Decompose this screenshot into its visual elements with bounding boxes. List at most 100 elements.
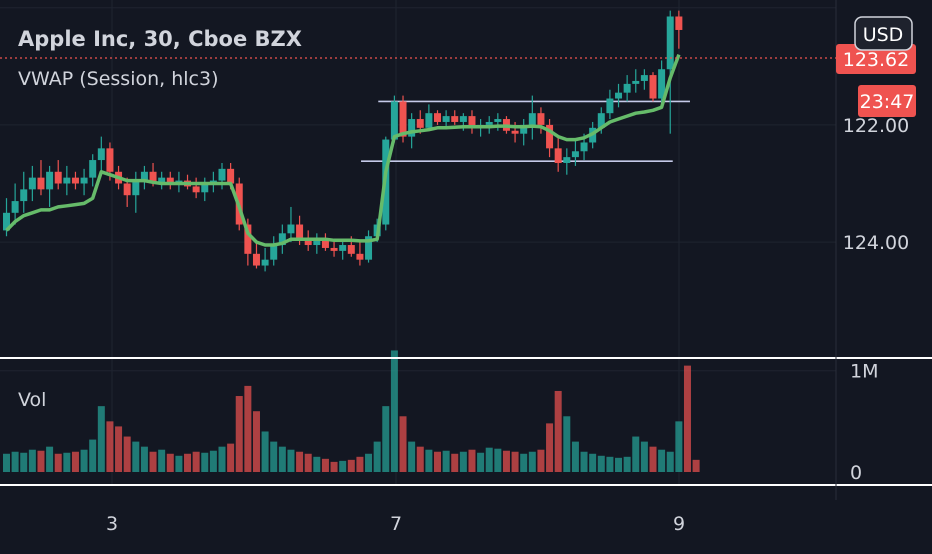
candle-body-0: [3, 212, 10, 231]
candle-61: [528, 95, 536, 140]
candle-38: [330, 239, 338, 257]
candle-body-4: [37, 177, 45, 190]
volume-bar-79: [683, 365, 691, 472]
volume-bar-66: [571, 441, 579, 472]
volume-bar-41: [356, 456, 364, 472]
volume-bar-67: [580, 451, 588, 472]
volume-bar-24: [209, 450, 217, 472]
candle-body-77: [666, 16, 674, 70]
candle-body-10: [89, 160, 97, 178]
price-badge-text: 123.62: [843, 49, 909, 71]
volume-bar-57: [494, 448, 502, 472]
volume-bar-35: [304, 453, 312, 472]
candle-19: [166, 171, 174, 190]
candle-76: [658, 60, 666, 108]
vwap-polyline: [5, 53, 681, 247]
candle-body-19: [166, 177, 174, 184]
candle-body-15: [132, 180, 140, 196]
candle-body-76: [658, 69, 666, 99]
volume-bar-10: [89, 439, 97, 472]
price-axis[interactable]: 122.00 124.00: [843, 115, 909, 254]
volume-axis[interactable]: 1M 0: [850, 361, 878, 484]
candle-22: [192, 177, 200, 199]
volume-bar-4: [37, 450, 45, 472]
volume-bar-9: [80, 449, 88, 472]
candle-25: [218, 162, 226, 190]
volume-bar-73: [632, 436, 640, 472]
candle-63: [546, 119, 554, 158]
volume-bar-68: [589, 453, 597, 472]
volume-bar-30: [261, 431, 269, 472]
indicator-label[interactable]: VWAP (Session, hlc3): [18, 68, 219, 90]
candle-36: [313, 233, 321, 254]
candle-body-46: [399, 101, 407, 137]
volume-bar-34: [296, 451, 304, 472]
currency-button-label[interactable]: USD: [863, 24, 904, 46]
candle-71: [615, 83, 623, 108]
candle-2: [20, 171, 28, 213]
candle-body-36: [313, 239, 321, 246]
volume-bar-71: [615, 457, 623, 472]
volume-bar-28: [244, 385, 252, 472]
price-tick-122.00: 122.00: [843, 115, 909, 137]
candle-10: [89, 154, 97, 187]
candle-body-22: [192, 186, 200, 193]
candle-body-30: [261, 259, 269, 266]
price-tick-124.00: 124.00: [843, 232, 909, 254]
candle-body-38: [330, 247, 338, 251]
volume-label[interactable]: Vol: [18, 389, 46, 411]
volume-bar-60: [520, 453, 528, 472]
candle-7: [63, 165, 71, 196]
volume-bar-61: [528, 451, 536, 472]
candle-body-45: [390, 101, 398, 140]
candle-body-65: [563, 157, 571, 163]
volume-bar-43: [373, 441, 381, 472]
volume-bar-50: [434, 451, 441, 472]
candle-0: [3, 198, 10, 237]
countdown-badge: 23:47: [858, 85, 916, 117]
time-axis[interactable]: 3 7 9: [106, 513, 685, 535]
volume-bar-6: [54, 453, 62, 472]
candle-49: [425, 104, 433, 131]
candle-body-42: [365, 236, 373, 260]
candle-body-56: [485, 121, 493, 125]
candle-77: [666, 10, 674, 134]
candle-body-51: [442, 116, 450, 122]
candle-16: [140, 165, 148, 190]
volume-bar-62: [537, 449, 545, 472]
candle-body-41: [356, 253, 364, 260]
candle-31: [270, 236, 278, 266]
volume-bar-1: [11, 451, 19, 472]
volume-bar-15: [132, 441, 140, 472]
candle-11: [97, 136, 105, 172]
volume-bar-32: [278, 446, 286, 472]
volume-bar-20: [175, 455, 183, 472]
volume-bar-65: [563, 416, 571, 472]
volume-bar-49: [425, 449, 433, 472]
volume-bar-11: [97, 406, 105, 472]
volume-bar-5: [46, 446, 54, 472]
candle-body-8: [71, 177, 79, 184]
candle-body-54: [468, 116, 476, 128]
time-tick-7: 7: [390, 513, 402, 535]
volume-bar-29: [252, 411, 260, 472]
candle-body-74: [640, 75, 648, 81]
volume-bar-76: [658, 449, 666, 472]
volume-tick-1M: 1M: [850, 361, 878, 383]
currency-button[interactable]: USD: [854, 16, 913, 51]
volume-bar-54: [468, 449, 476, 472]
candle-body-66: [571, 151, 579, 158]
volume-bar-2: [20, 452, 28, 472]
candle-28: [244, 218, 252, 266]
volume-bar-33: [287, 449, 295, 472]
volume-bar-12: [106, 421, 114, 472]
horizontal-levels: [361, 100, 690, 163]
volume-bar-64: [554, 390, 562, 472]
symbol-title[interactable]: Apple Inc, 30, Cboe BZX: [18, 27, 302, 51]
volume-bar-59: [511, 451, 519, 472]
candle-body-72: [623, 83, 631, 93]
volume-bar-47: [408, 441, 416, 472]
candle-57: [494, 113, 502, 131]
